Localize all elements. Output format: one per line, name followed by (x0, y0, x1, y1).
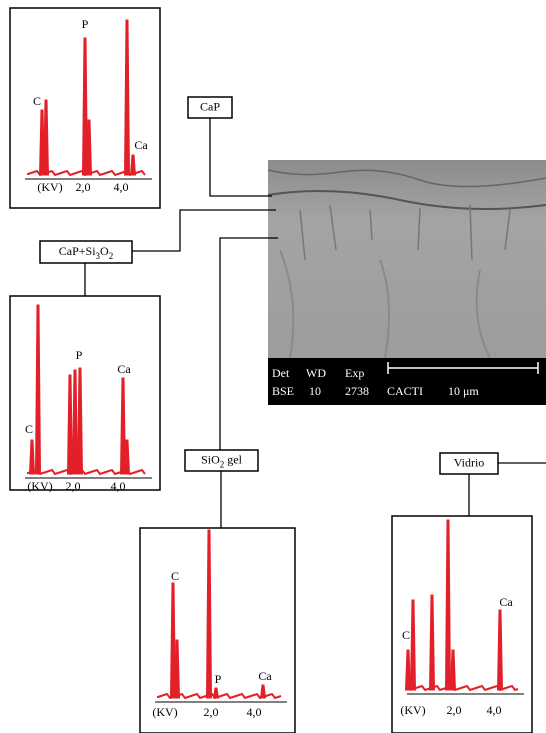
info-header: WD (306, 366, 326, 380)
axis-label: (KV) (37, 180, 62, 194)
info-value: CACTI (387, 384, 423, 398)
axis-label: 4,0 (247, 705, 262, 719)
peak-label: C (33, 94, 41, 108)
spectrum-panel: C Ca (KV) 2,0 4,0 Vidrio (392, 453, 532, 733)
sample-label: Vidrio (454, 455, 485, 469)
info-value: 2738 (345, 384, 369, 398)
spectrum-peak (44, 100, 49, 175)
peak-label: P (82, 17, 89, 31)
axis-label: 4,0 (487, 703, 502, 717)
spectrum-peak (261, 685, 266, 698)
spectrum-peak (131, 155, 136, 175)
figure: Det WD Exp BSE 10 2738 CACTI 10 μm C P Ca (KV) 2,0 4… (0, 0, 546, 733)
spectrum-peak (30, 440, 35, 474)
info-header: Exp (345, 366, 364, 380)
spectrum-peak (68, 375, 73, 474)
peak-label: C (402, 628, 410, 642)
info-value: 10 μm (448, 384, 479, 398)
spectrum-peak (125, 20, 130, 175)
info-value: 10 (309, 384, 321, 398)
spectrum-peak (498, 610, 503, 690)
peak-label: Ca (134, 138, 148, 152)
spectrum-peak (214, 688, 219, 698)
axis-label: 2,0 (66, 479, 81, 493)
peak-label: P (76, 348, 83, 362)
axis-label: 2,0 (76, 180, 91, 194)
info-header: Det (272, 366, 290, 380)
spectrum-peak (446, 520, 451, 690)
peak-label: C (171, 569, 179, 583)
spectrum-peak (36, 305, 41, 474)
peak-label: C (25, 422, 33, 436)
spectrum-panel: C P Ca (KV) 2,0 4,0 CaP (10, 8, 232, 208)
spectrum-peak (406, 650, 411, 690)
peak-label: Ca (499, 595, 513, 609)
spectrum-peak (430, 595, 435, 690)
sample-label: CaP (200, 99, 220, 113)
axis-label: 4,0 (111, 479, 126, 493)
spectrum-peak (78, 368, 83, 474)
label-part: Vidrio (454, 455, 485, 469)
spectrum-peak (207, 530, 212, 698)
label-part: O (100, 244, 109, 258)
peak-label: Ca (117, 362, 131, 376)
peak-label: Ca (258, 669, 272, 683)
axis-label: 2,0 (204, 705, 219, 719)
axis-label: (KV) (152, 705, 177, 719)
label-part: gel (224, 452, 242, 466)
spectrum-peak (451, 650, 456, 690)
label-part: SiO (201, 452, 220, 466)
info-value: BSE (272, 384, 294, 398)
peak-label: P (215, 672, 222, 686)
subscript: 2 (109, 251, 114, 261)
spectrum-peak (411, 600, 416, 690)
label-part: CaP+Si (59, 244, 96, 258)
axis-label: 4,0 (114, 180, 129, 194)
axis-label: (KV) (27, 479, 52, 493)
axis-label: (KV) (400, 703, 425, 717)
label-part: CaP (200, 99, 220, 113)
spectrum-peak (73, 370, 78, 474)
axis-label: 2,0 (447, 703, 462, 717)
